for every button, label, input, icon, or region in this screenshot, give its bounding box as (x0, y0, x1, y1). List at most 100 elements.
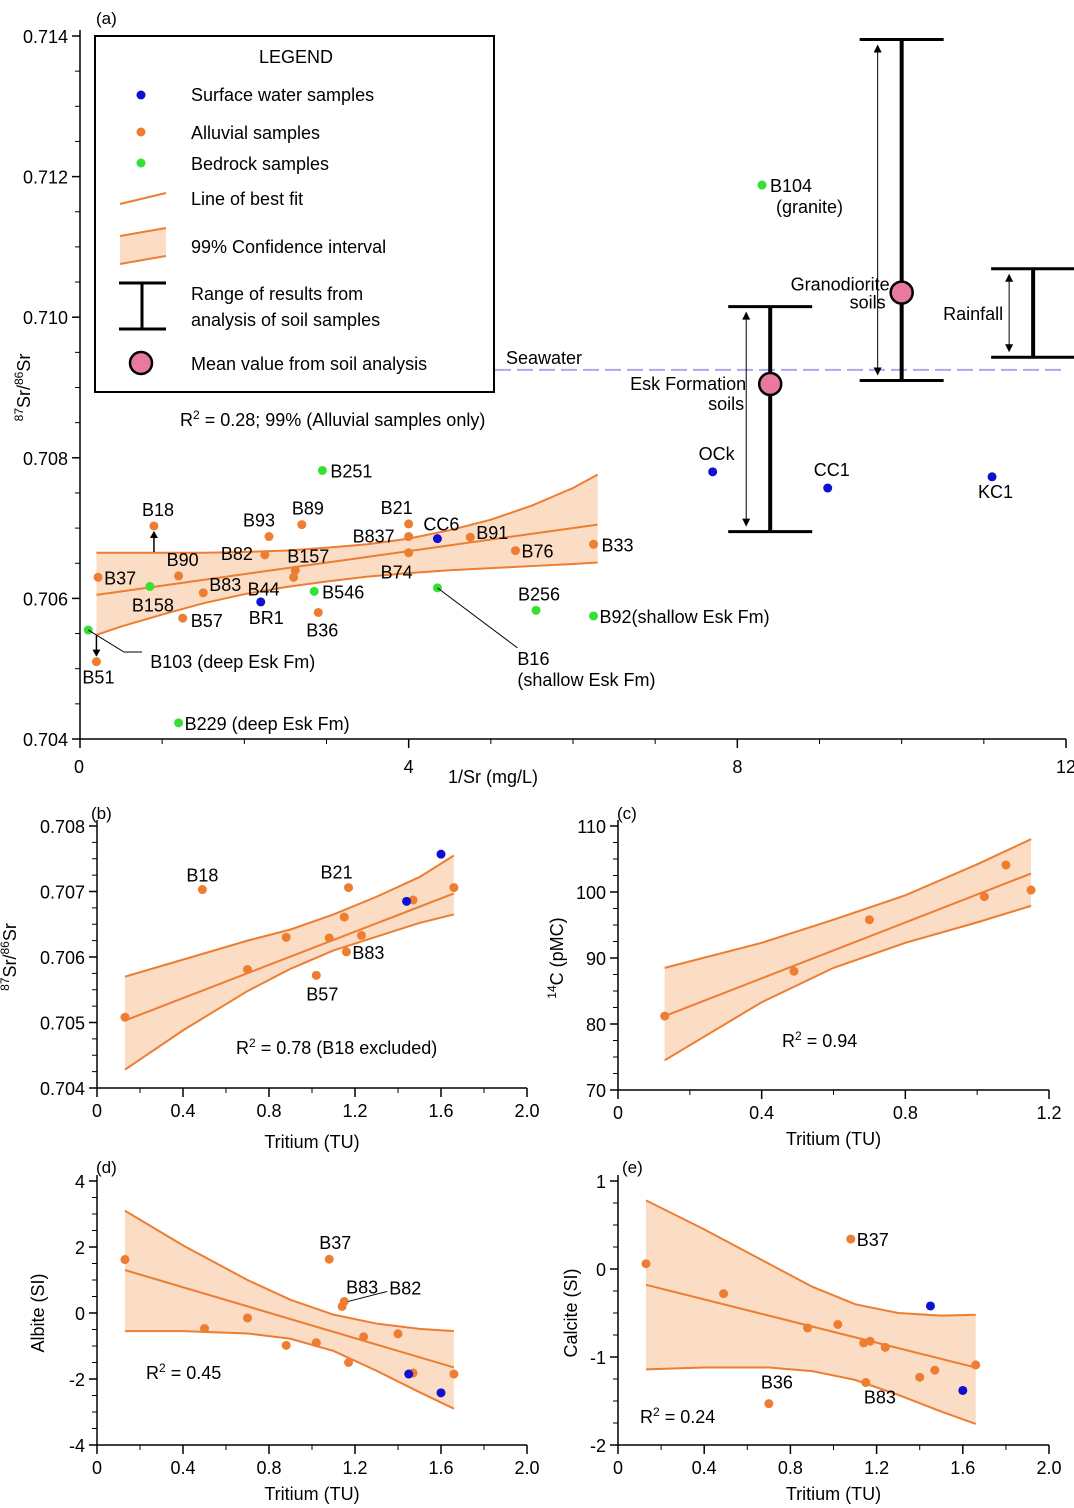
alluvial-point (465, 532, 475, 542)
alluvial-point (393, 1329, 403, 1339)
bedrock-point (309, 586, 319, 596)
surface-water-point (925, 1301, 935, 1311)
panel-label: (b) (91, 804, 112, 823)
alluvial-point (339, 1296, 349, 1306)
legend-item: 99% Confidence interval (191, 237, 386, 257)
alluvial-point (404, 532, 414, 542)
y-axis-label: 14C (pMC) (545, 917, 567, 998)
legend-band-swatch (120, 228, 166, 264)
annotation: Rainfall (943, 304, 1003, 324)
y-tick-label: 110 (577, 817, 606, 837)
best-fit-line (124, 892, 455, 1022)
alluvial-point (313, 607, 323, 617)
alluvial-point (449, 1369, 459, 1379)
best-fit-line (96, 523, 598, 596)
point-label: BR1 (249, 608, 284, 628)
arrow-up-icon (149, 530, 158, 538)
bedrock-point (531, 605, 541, 615)
alluvial-point (846, 1234, 856, 1244)
legend-item: analysis of soil samples (191, 310, 380, 330)
panel-label: (c) (617, 804, 637, 823)
legend-item: Alluvial samples (191, 123, 320, 143)
point-label: B90 (167, 550, 199, 570)
x-axis-label: Tritium (TU) (786, 1129, 881, 1149)
x-tick-label: 4 (404, 757, 414, 777)
alluvial-point (290, 565, 300, 575)
alluvial-point (264, 532, 274, 542)
x-axis-label: Tritium (TU) (786, 1484, 881, 1504)
arrow-down-icon (1005, 344, 1014, 353)
arrow-down-icon (873, 367, 882, 376)
point-label: B82 (221, 544, 253, 564)
x-tick-label: 0 (74, 757, 84, 777)
legend-band-line (119, 255, 167, 265)
point-label: KC1 (978, 482, 1013, 502)
x-tick-label: 1.2 (342, 1458, 367, 1478)
x-tick-label: 2.0 (1036, 1458, 1061, 1478)
alluvial-point (341, 947, 351, 957)
alluvial-point (764, 1399, 774, 1409)
alluvial-point (178, 613, 188, 623)
y-tick-label: 70 (586, 1081, 606, 1101)
alluvial-point (789, 966, 799, 976)
alluvial-point (281, 1340, 291, 1350)
alluvial-point (243, 1313, 252, 1323)
alluvial-point (243, 964, 252, 974)
y-tick-label: 80 (586, 1015, 606, 1035)
surface-water-point (958, 1385, 968, 1395)
alluvial-point (1001, 860, 1011, 870)
best-fit-line (124, 1269, 455, 1369)
x-tick-label: 0.8 (893, 1103, 918, 1123)
bedrock-point (757, 180, 767, 190)
alluvial-point (93, 572, 103, 582)
alluvial-point (289, 572, 299, 582)
confidence-upper-line (96, 473, 599, 554)
y-tick-label: 0.710 (23, 308, 68, 328)
panel-a: 0 4 8 12 0.704 0.706 0.708 0.710 0.712 0.714 1/Sr … (12, 9, 1074, 787)
alluvial-point (803, 1323, 813, 1333)
panel-c: 0 0.4 0.8 1.2 70 80 90 100 110 Tritium (TU) 14C (p… (545, 804, 1062, 1149)
y-axis-label: Albite (SI) (28, 1273, 48, 1352)
y-tick-label: -1 (590, 1348, 606, 1368)
panel-label: (e) (622, 1158, 643, 1177)
y-tick-label: 90 (586, 949, 606, 969)
legend: LEGEND Surface water samples Alluvial samp… (94, 35, 495, 393)
alluvial-point (197, 885, 207, 895)
legend-surface-water-marker (136, 90, 146, 100)
alluvial-point (865, 1336, 875, 1346)
x-axis-label: 1/Sr (mg/L) (448, 767, 538, 787)
point-label: CC1 (814, 460, 850, 480)
point-label: B83 (209, 575, 241, 595)
annotation: (granite) (776, 197, 843, 217)
surface-water-point (436, 1388, 446, 1398)
panel-e: 0 0.4 0.8 1.2 1.6 2.0 -2 -1 0 1 Tritium (TU) Calcit… (561, 1158, 1062, 1504)
point-label: B92(shallow Esk Fm) (600, 607, 770, 627)
point-label: B91 (476, 523, 508, 543)
arrow-up-icon (1005, 273, 1014, 282)
legend-mean-marker (128, 350, 154, 376)
alluvial-point (120, 1012, 130, 1022)
point-label: B837 (353, 527, 395, 547)
panel-b: 0 0.4 0.8 1.2 1.6 2.0 0.704 0.705 0.706 0.707 0.70… (0, 804, 540, 1152)
point-label: B36 (306, 620, 338, 640)
r-squared-text: R2 = 0.45 (146, 1361, 221, 1383)
point-label: B251 (330, 461, 372, 481)
bedrock-point (317, 465, 327, 475)
seawater-label: Seawater (506, 348, 582, 368)
point-label: B83 (346, 1277, 378, 1297)
point-label: B229 (deep Esk Fm) (185, 714, 350, 734)
soil-mean-marker (757, 371, 783, 397)
alluvial-point (449, 883, 459, 893)
alluvial-point (589, 539, 599, 549)
alluvial-point (91, 657, 101, 667)
x-tick-label: 1.2 (864, 1458, 889, 1478)
alluvial-point (864, 915, 874, 925)
confidence-band (124, 1210, 454, 1409)
point-label: B74 (381, 563, 413, 583)
arrow-down-icon (92, 649, 101, 657)
point-label: CC6 (423, 515, 459, 535)
arrow-up-icon (873, 44, 882, 53)
confidence-lower-line (664, 904, 1032, 1062)
alluvial-point (200, 1324, 209, 1334)
